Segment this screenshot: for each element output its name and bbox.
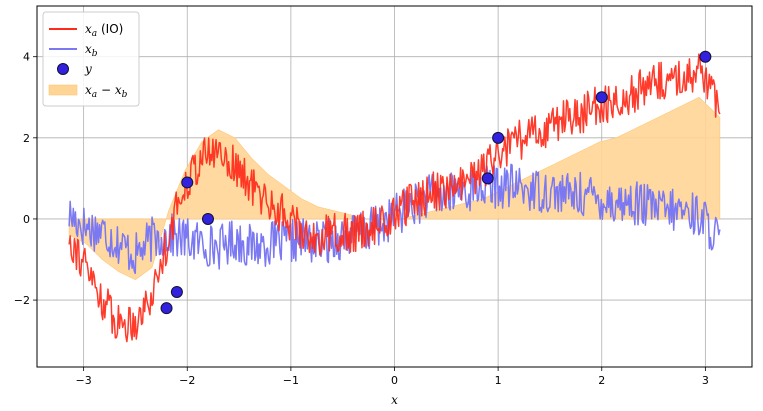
- y-tick-label: 2: [23, 132, 30, 145]
- series-y-point: [699, 50, 712, 63]
- x-tick-label: 0: [391, 374, 398, 387]
- series-y-point: [481, 172, 494, 185]
- x-tick-label: −3: [76, 374, 92, 387]
- plot-area: [68, 50, 721, 343]
- y-tick-label: 0: [23, 213, 30, 226]
- series-y-point: [201, 212, 214, 225]
- series-y-point: [181, 176, 194, 189]
- series-y-point: [492, 131, 505, 144]
- series-y-point: [595, 91, 608, 104]
- legend-diff-label: xa − xb: [85, 83, 128, 100]
- legend: xa (IO) xb y xa − xb: [42, 11, 140, 107]
- x-tick-label: 3: [702, 374, 709, 387]
- x-tick-label: 1: [495, 374, 502, 387]
- series-y-point: [170, 285, 183, 298]
- legend-y-swatch: [57, 63, 69, 75]
- legend-y-label: y: [84, 62, 92, 76]
- x-tick-label: −2: [179, 374, 195, 387]
- legend-diff-swatch: [48, 84, 78, 96]
- legend-xb-label: xb: [85, 42, 98, 59]
- x-tick-label: 2: [598, 374, 605, 387]
- series-y-point: [160, 302, 173, 315]
- y-tick-label: 4: [23, 51, 30, 64]
- legend-box: [42, 11, 140, 107]
- axes: −3 −2 −1 0 1 2 3 −2 0 2 4: [14, 5, 753, 387]
- series-xa-line: [68, 53, 721, 343]
- y-tick-label: −2: [14, 294, 30, 307]
- x-axis-label: x: [391, 393, 398, 407]
- legend-xa-label: xa (IO): [85, 22, 123, 39]
- x-tick-label: −1: [283, 374, 299, 387]
